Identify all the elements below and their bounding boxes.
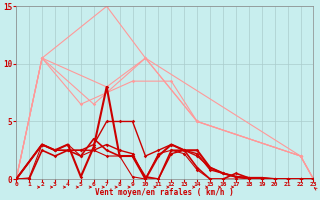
X-axis label: Vent moyen/en rafales ( km/h ): Vent moyen/en rafales ( km/h ): [95, 188, 234, 197]
